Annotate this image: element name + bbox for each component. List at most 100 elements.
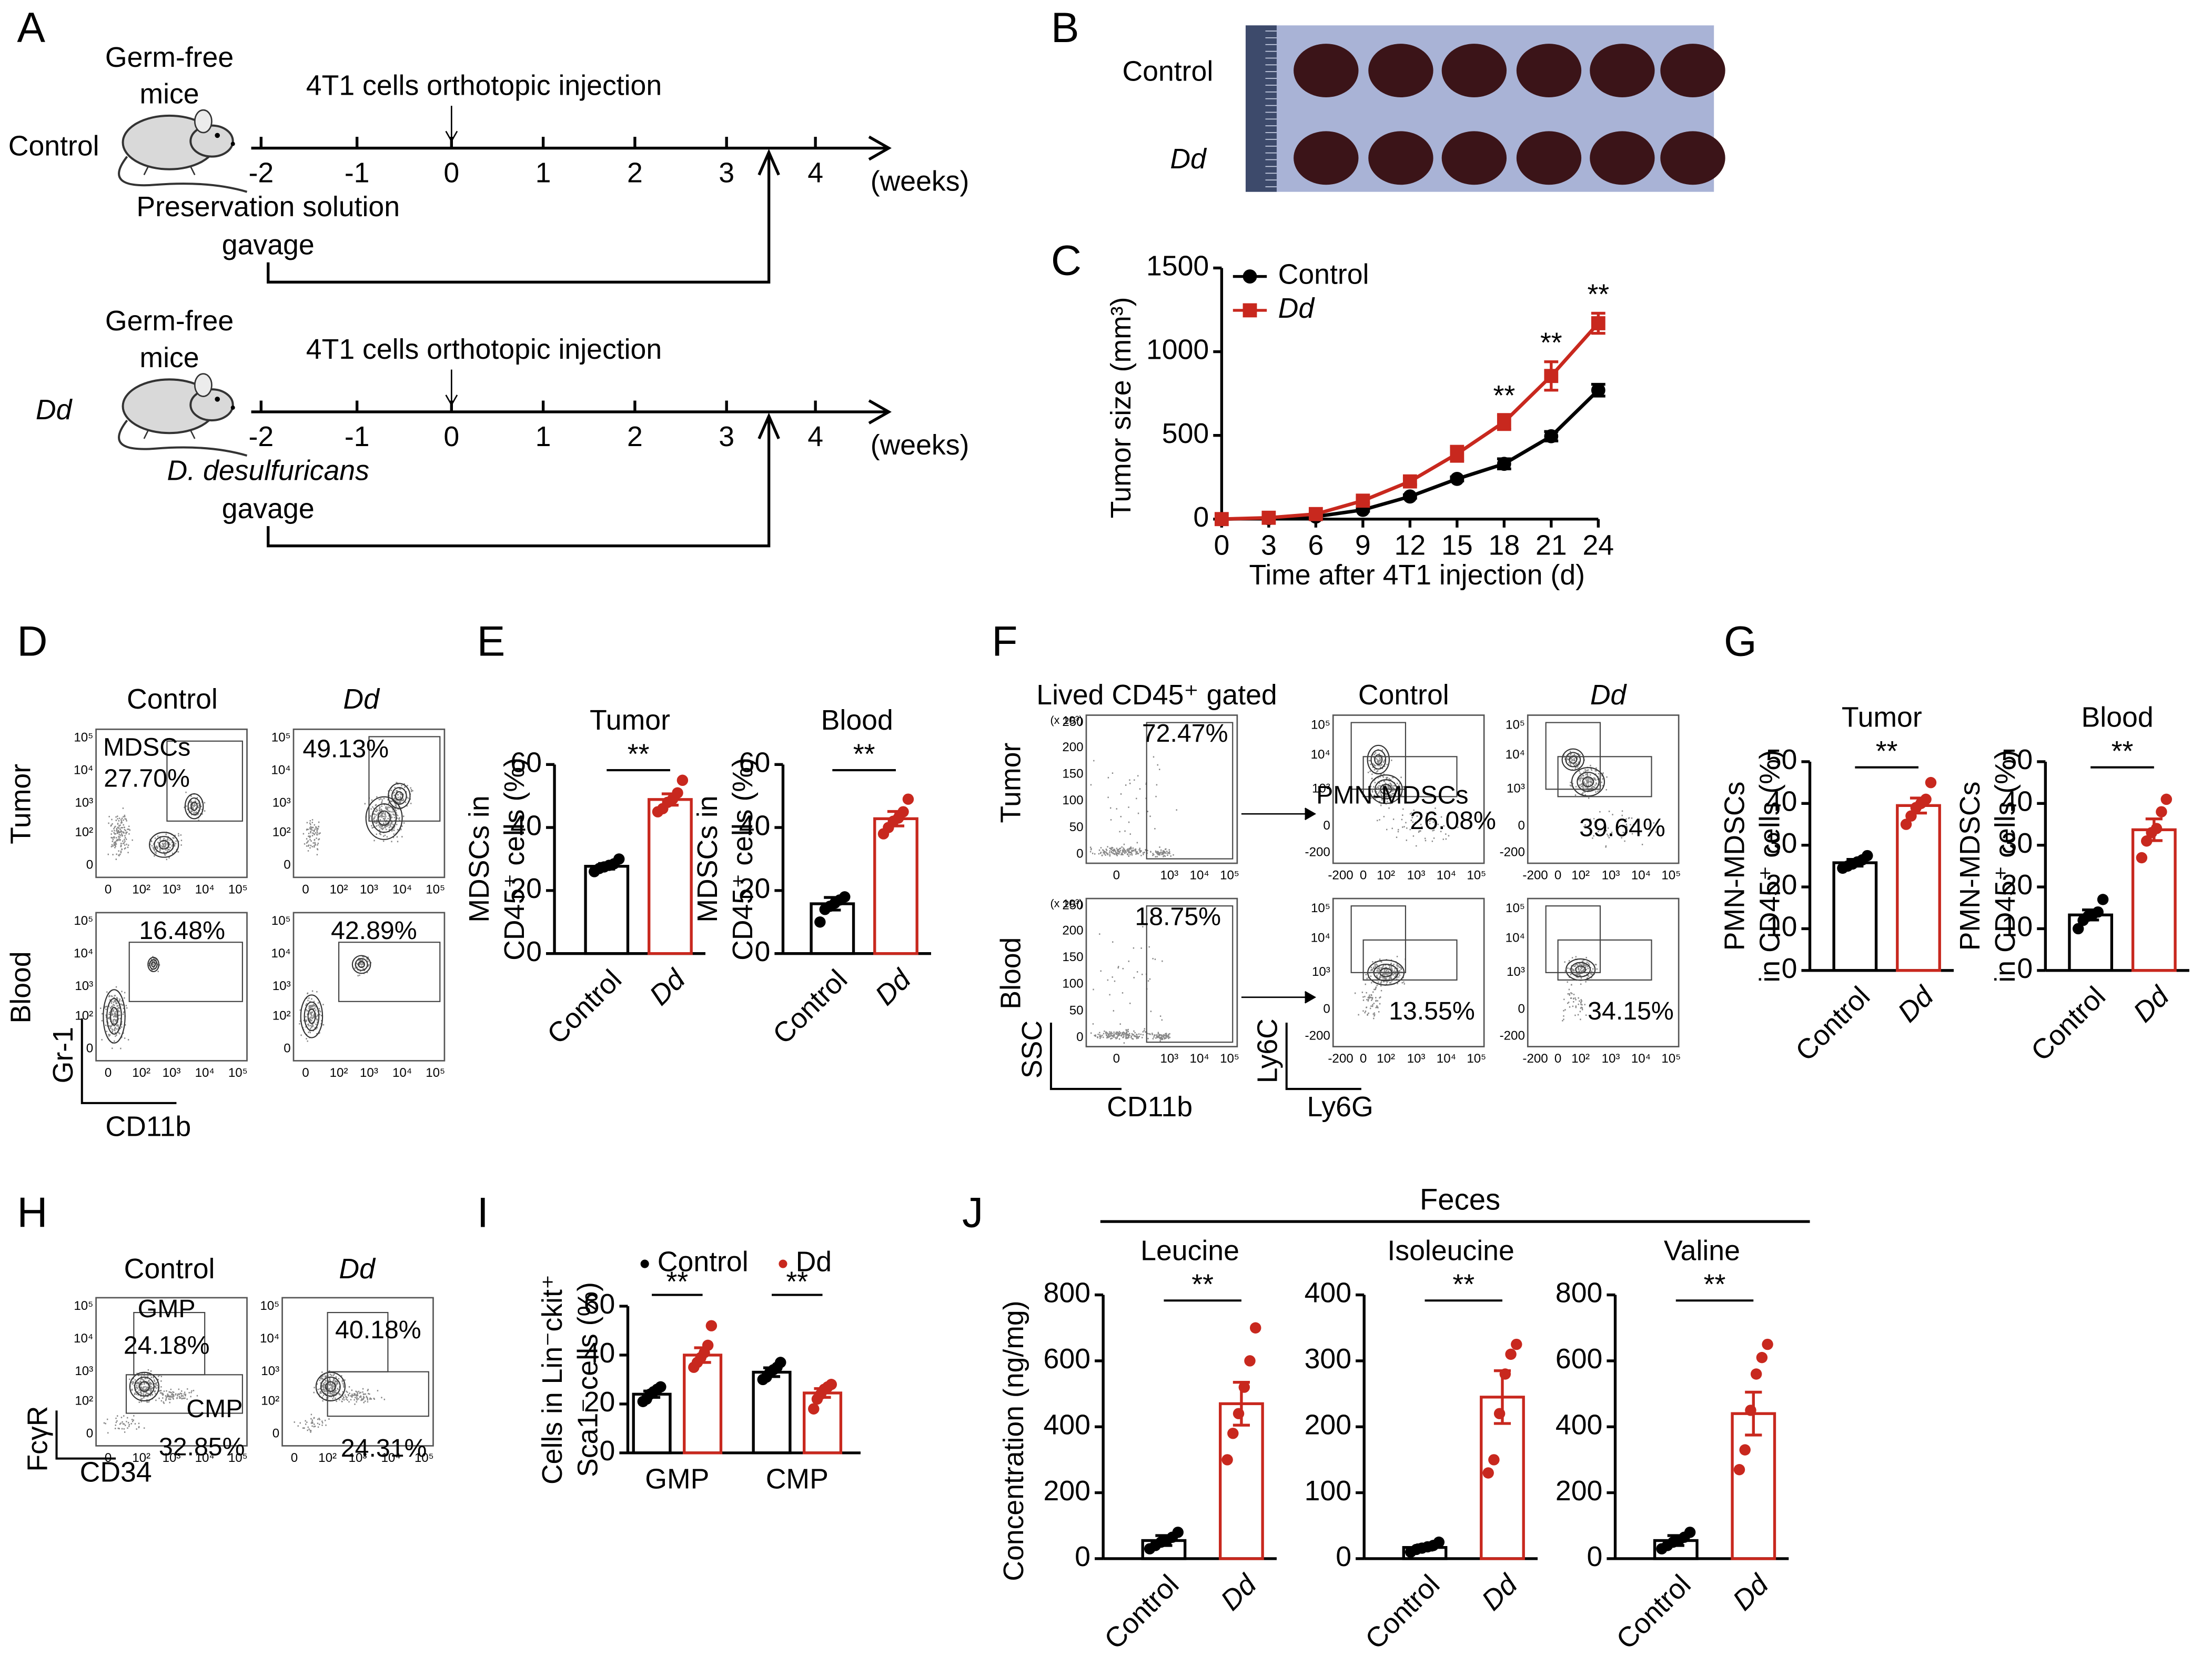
flow-y-tick-label: 0 [1323,819,1330,833]
mouse-feet [143,166,196,176]
flow-y-tick-label: 10³ [75,1364,93,1378]
marker [1402,489,1417,504]
chart-title: Blood [2082,702,2154,733]
data-point [814,916,826,928]
y-tick-label: 0 [754,936,770,967]
flow-y-tick-label: 10⁵ [74,914,93,928]
flow-x-tick-label: 10³ [1407,869,1426,883]
density-contour [103,989,126,1044]
chart-title: Valine [1664,1235,1740,1266]
density-contour [304,1001,320,1032]
significance-label: ** [666,1266,688,1297]
data-point [1900,819,1912,830]
gate-percent: 39.64% [1579,813,1665,842]
density-contour [187,797,201,815]
timeline-tick-label: -2 [248,157,274,189]
y-tick-label: 40 [2002,786,2033,817]
x-tick-label: Dd [1892,980,1940,1028]
flow-y-tick-label: 10³ [1312,965,1330,979]
axis-label: FcγR [22,1406,54,1472]
density-contour [300,994,324,1038]
marker [1450,447,1464,461]
y-tick-label: 60 [510,747,542,779]
gavage-label: D. desulfuricans [167,455,369,486]
timeline-unit: (weeks) [871,166,969,197]
y-tick-label: 20 [584,1386,615,1418]
data-point [2150,823,2163,834]
flow-x-tick-label: 10³ [163,1451,181,1465]
panel-label: I [477,1189,489,1237]
significance-label: ** [1191,1269,1214,1300]
x-tick-label: Dd [1215,1568,1263,1616]
flow-y-tick-label: 10⁵ [74,1299,93,1313]
data-point [1925,776,1937,789]
gating-arrowhead [1304,991,1317,1004]
bar [802,1391,843,1455]
flow-y-tick-label: 150 [1062,950,1083,964]
mouse-label: Germ-free [105,42,234,73]
gavage-arrowhead [757,412,780,439]
flow-plot-frame [1085,897,1238,1047]
timeline-tick-label: 4 [807,157,823,189]
y-tick-label: 100 [1305,1475,1351,1507]
data-point [1227,1428,1239,1439]
significance-label: ** [1587,278,1609,310]
flow-y-tick-label: 10⁵ [1506,901,1525,915]
mouse-ear [194,109,213,134]
y-axis-label: Tumor size (mm³) [1105,297,1137,518]
legend-marker [1243,303,1257,318]
flow-y-tick-label: 10⁵ [1311,718,1330,732]
flow-x-tick-label: 10⁵ [1467,869,1486,883]
y-tick-label: 60 [584,1288,615,1320]
legend-label: Dd [796,1246,832,1278]
chart-title: Isoleucine [1387,1235,1514,1266]
mouse-nose [230,142,235,146]
flow-x-tick-label: 10³ [1602,1052,1620,1066]
density-contour [1569,755,1578,764]
marker [1214,512,1229,527]
bar [648,798,693,955]
density-contour [134,1376,155,1397]
axis-label: CD11b [1107,1091,1193,1123]
y-tick-label: 20 [739,873,771,904]
flow-y-tick-label: 10³ [1312,782,1330,796]
timeline-tick-label: 4 [807,421,823,452]
panel-label: J [962,1189,983,1237]
column-label: Lived CD45⁺ gated [1036,679,1277,711]
flow-y-tick-label: 10³ [75,795,93,810]
gate-label: PMN-MDSCs [1316,781,1468,810]
density-contour [149,832,179,858]
flow-y-tick-label: 10⁴ [271,946,290,961]
row-label: Blood [995,937,1027,1009]
x-tick-label: 0 [1214,530,1229,561]
flow-y-tick-label: 10³ [261,1364,279,1378]
gate [1350,722,1407,790]
axis-indicator [80,1018,177,1104]
y-tick-label: 200 [1044,1475,1090,1507]
density-contour [1374,754,1383,765]
data-point [1733,1464,1745,1476]
x-tick-label: Dd [643,963,692,1011]
y-tick-label: 800 [1044,1277,1090,1309]
density-contour [139,1381,150,1392]
flow-x-tick-label: 10⁴ [1190,1052,1209,1066]
mouse-label: mice [139,342,199,373]
flow-x-tick-label: 10⁵ [228,882,248,896]
density-contour [315,1371,346,1401]
timeline-tick-label: -2 [248,421,274,452]
data-point [672,787,683,799]
gate [1146,905,1234,1043]
density-contour [158,840,169,850]
data-point [1750,1368,1762,1380]
flow-y-tick-label: 10⁴ [1311,931,1330,945]
flow-y-tick-label: 10⁴ [1311,748,1330,762]
flow-y-tick-label: 250 [1062,715,1083,729]
y-tick-label: 400 [1044,1409,1090,1440]
flow-y-tick-label: 10⁴ [271,763,290,777]
data-point [808,1403,820,1415]
flow-y-tick-label: 50 [1069,1003,1084,1017]
tumor [1660,44,1725,98]
y-tick-label: 0 [1193,501,1209,533]
significance-label: ** [1493,380,1515,411]
data-point [825,1379,837,1390]
